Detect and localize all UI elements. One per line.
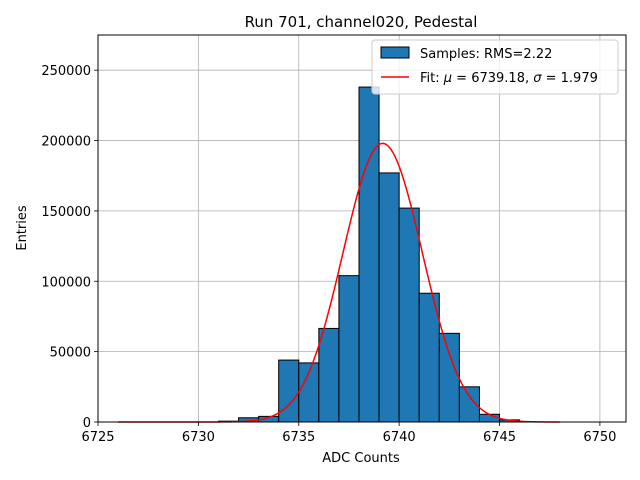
x-tick-label: 6750 <box>583 430 616 445</box>
legend-samples-swatch <box>380 46 410 59</box>
legend-fit-label: Fit: μ = 6739.18, σ = 1.979 <box>420 71 598 86</box>
y-tick-label: 250000 <box>41 64 91 79</box>
histogram-bars <box>217 86 521 423</box>
legend-samples-label: Samples: RMS=2.22 <box>420 47 552 62</box>
x-tick-label: 6735 <box>282 430 315 445</box>
y-axis-label: Entries <box>15 205 30 251</box>
y-axis-ticks: 0 50000 100000 150000 200000 250000 <box>41 64 98 431</box>
y-tick-label: 0 <box>83 416 91 431</box>
histogram-bar <box>338 275 360 423</box>
histogram-bar <box>358 86 380 423</box>
y-tick-label: 100000 <box>41 275 91 290</box>
histogram-bar <box>398 207 420 423</box>
plot-frame <box>97 34 627 423</box>
histogram-bar <box>378 172 400 423</box>
histogram-bar <box>278 359 300 423</box>
x-tick-label: 6740 <box>383 430 416 445</box>
x-tick-label: 6745 <box>483 430 516 445</box>
chart-title: Run 701, channel020, Pedestal <box>245 13 478 31</box>
x-tick-label: 6730 <box>182 430 215 445</box>
histogram-bar <box>438 332 460 423</box>
legend: Samples: RMS=2.22 Fit: μ = 6739.18, σ = … <box>371 39 619 95</box>
y-tick-label: 200000 <box>41 135 91 150</box>
x-axis-ticks: 6725 6730 6735 6740 6745 6750 <box>81 422 616 445</box>
y-tick-label: 50000 <box>50 346 91 361</box>
y-tick-label: 150000 <box>41 205 91 220</box>
legend-box <box>371 39 619 95</box>
histogram-bar <box>318 327 340 423</box>
x-axis-label: ADC Counts <box>322 451 400 466</box>
x-tick-label: 6725 <box>81 430 114 445</box>
